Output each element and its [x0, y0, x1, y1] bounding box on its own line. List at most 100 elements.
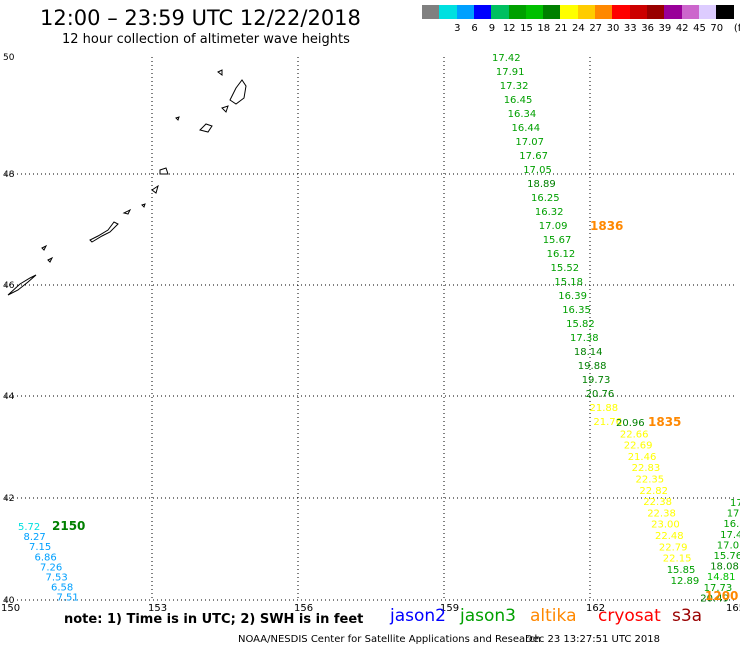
- wave-height-value: 16.44: [512, 123, 541, 134]
- coastline: [7, 69, 247, 296]
- wave-height-value: 22.35: [636, 475, 665, 486]
- credit-text: NOAA/NESDIS Center for Satellite Applica…: [238, 634, 541, 645]
- island-outline: [47, 256, 54, 263]
- satellite-jason2: jason2: [390, 606, 446, 626]
- legend-label: 18: [537, 23, 551, 34]
- axis-labels: 150 153 156 159 162 165 50 48 46 44 42 40: [1, 53, 740, 614]
- track-jason3: 17.42 17.91 17.32 16.45 16.34 16.44 17.07 17.67…: [492, 53, 623, 428]
- wave-height-value: 21.88: [590, 403, 619, 414]
- wave-height-value: 5.72: [18, 522, 40, 533]
- wave-height-value: 20.49: [700, 593, 729, 604]
- wave-height-value: 7.26: [40, 562, 62, 573]
- wave-height-value: 17: [730, 498, 740, 509]
- altimeter-tracks: 17.42 17.91 17.32 16.45 16.34 16.44 17.07 17.67…: [18, 53, 740, 604]
- wave-height-value: 8.27: [24, 532, 46, 543]
- legend-swatch: [716, 5, 735, 19]
- lon-tick-label: 165: [726, 603, 740, 614]
- legend-label: 24: [572, 23, 585, 34]
- wave-height-value: 15.76: [714, 551, 740, 562]
- legend-swatch: [577, 5, 596, 19]
- legend-swatch: [439, 5, 458, 19]
- wave-height-value: 7.51: [57, 593, 79, 604]
- legend-label: 15: [520, 23, 533, 34]
- wave-height-value: 18.14: [574, 347, 603, 358]
- lat-tick-label: 40: [3, 596, 15, 606]
- pass-time-label: 1836: [590, 219, 623, 233]
- wave-height-value: 16.34: [508, 109, 537, 120]
- wave-height-value: 17.07: [515, 137, 544, 148]
- pass-time-label: 2150: [52, 519, 85, 533]
- wave-height-value: 20.76: [586, 389, 615, 400]
- wave-height-value: 17.32: [500, 81, 529, 92]
- pass-time-label: 1835: [648, 415, 681, 429]
- wave-height-value: 22.38: [647, 508, 676, 519]
- legend-label: 12: [502, 23, 516, 34]
- lat-tick-label: 50: [3, 53, 15, 63]
- wave-height-value: 18.89: [527, 179, 556, 190]
- wave-height-value: 16.35: [562, 305, 591, 316]
- wave-height-value: 19.73: [582, 375, 611, 386]
- wave-height-value: 15.85: [667, 565, 696, 576]
- wave-height-value: 22.66: [620, 429, 649, 440]
- wave-height-value: 12.89: [671, 576, 700, 587]
- wave-height-value: 22.48: [655, 531, 684, 542]
- wave-height-value: 7.15: [29, 542, 51, 553]
- legend-label: 45: [693, 23, 706, 34]
- wave-height-value: 22.69: [624, 441, 653, 452]
- legend-swatch: [491, 5, 510, 19]
- island-outline: [89, 221, 119, 243]
- legend-swatch: [560, 5, 579, 19]
- legend-swatch: [664, 5, 683, 19]
- wave-height-value: 17.73: [704, 583, 733, 594]
- pass-time-label: 1200: [705, 589, 738, 603]
- island-outline: [229, 79, 247, 105]
- wave-height-value: 22.79: [659, 542, 688, 553]
- wave-height-value: 17.38: [570, 333, 599, 344]
- wave-height-value: 21.46: [628, 452, 657, 463]
- wave-height-value: 15.67: [543, 235, 572, 246]
- wave-height-value: 17.91: [496, 67, 525, 78]
- track-jason2: 5.728.277.156.867.267.536.587.51 2150: [18, 519, 85, 604]
- legend-label: 39: [658, 23, 672, 34]
- wave-height-value: 7.53: [46, 573, 68, 584]
- legend-label: 27: [589, 23, 603, 34]
- wave-height-value: 16.45: [504, 95, 533, 106]
- wave-height-value: 15.18: [554, 277, 583, 288]
- wave-height-value: 16.12: [547, 249, 576, 260]
- legend-swatch: [422, 5, 440, 19]
- wave-height-value: 17.09: [539, 221, 568, 232]
- satellite-jason3: jason3: [460, 606, 516, 626]
- island-outline: [175, 116, 180, 121]
- wave-height-value: 17.05: [523, 165, 552, 176]
- legend-swatch: [473, 5, 492, 19]
- wave-height-value: 16.32: [535, 207, 564, 218]
- wave-height-value: 17: [727, 509, 740, 520]
- wave-height-value: 23.00: [651, 520, 680, 531]
- wave-height-value: 20.96: [616, 418, 645, 429]
- legend-swatch: [508, 5, 527, 19]
- island-outline: [159, 167, 169, 175]
- legend-label: 70: [710, 23, 724, 34]
- wave-height-value: 17.49: [720, 530, 740, 541]
- island-outline: [221, 105, 229, 113]
- satellite-cryosat: cryosat: [598, 606, 661, 626]
- timestamp-text: Dec 23 13:27:51 UTC 2018: [525, 634, 660, 645]
- legend-swatch: [525, 5, 544, 19]
- wave-height-value: 22.83: [632, 463, 661, 474]
- wave-height-value: 22.82: [639, 486, 668, 497]
- lon-tick-label: 150: [1, 603, 20, 614]
- footer-note: note: 1) Time is in UTC; 2) SWH is in fe…: [64, 612, 364, 627]
- wave-height-value: 18.08: [710, 562, 739, 573]
- island-outline: [41, 244, 48, 251]
- satellite-s3a: s3a: [672, 606, 703, 626]
- wave-height-value: 15.82: [566, 319, 595, 330]
- legend-label: 36: [641, 23, 654, 34]
- wave-height-value: 16.8: [723, 519, 740, 530]
- wave-height-value: 15.52: [551, 263, 580, 274]
- island-outline: [122, 208, 132, 215]
- grid-lines: [5, 57, 736, 601]
- wave-height-value: 14.81: [707, 572, 736, 583]
- lon-tick-label: 156: [294, 603, 313, 614]
